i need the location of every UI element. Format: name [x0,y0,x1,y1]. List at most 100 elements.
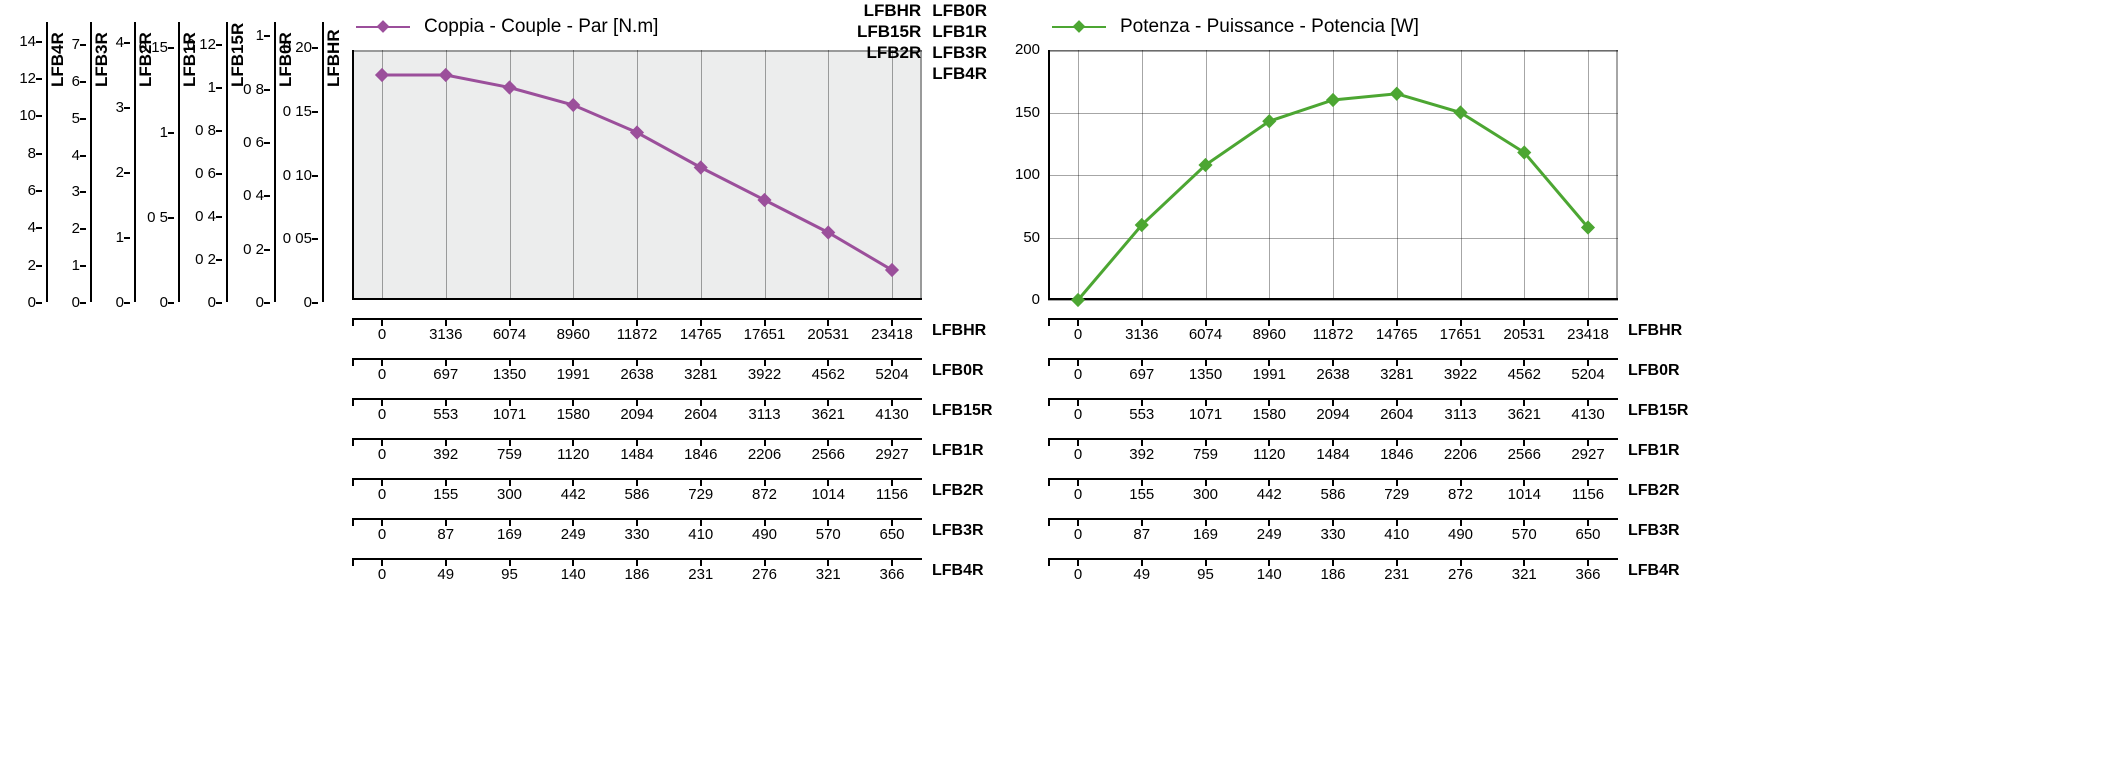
tick-label: 2 [72,220,80,237]
x-tick-value: 1156 [876,486,908,503]
x-tick-value: 759 [1193,446,1218,463]
chart-plot-area [352,50,922,300]
y-tick-label: 0 [992,291,1040,308]
x-axis-row-LFB2R: 015530044258672987210141156LFB2R [352,478,922,518]
x-tick-value: 1120 [557,446,589,463]
x-tick-value: 155 [1129,486,1154,503]
tick-label: 7 [72,36,80,53]
tick-label: 0 4 [243,187,264,204]
x-axis-row-LFB4R: 04995140186231276321366LFB4R [1048,558,1618,598]
x-tick-value: 0 [1074,446,1082,463]
x-tick-value: 410 [688,526,713,543]
x-tick-value: 3136 [429,326,462,343]
tick-label: 0 [208,294,216,311]
x-tick-value: 0 [1074,566,1082,583]
tick-label: 2 [116,164,124,181]
tick-label: 1 [72,257,80,274]
x-tick-value: 330 [624,526,649,543]
x-tick-value: 3113 [748,406,780,423]
x-row-label: LFB0R [932,362,984,380]
x-tick-value: 697 [1129,366,1154,383]
x-row-label: LFB2R [1628,482,1680,500]
tick-label: 0 6 [195,165,216,182]
x-axis-row-LFB1R: 0392759112014841846220625662927LFB1R [352,438,922,478]
x-tick-value: 87 [437,526,454,543]
tick-label: 0 [28,294,36,311]
tick-label: 3 [72,183,80,200]
x-tick-value: 276 [752,566,777,583]
y-axis-LFB2R: LFB2R01234 [96,22,132,302]
x-tick-value: 872 [752,486,777,503]
y-axis-LFBHR: LFBHR00 050 100 150 20 [284,22,320,302]
x-tick-value: 330 [1320,526,1345,543]
x-row-label: LFB1R [1628,442,1680,460]
x-tick-value: 2206 [1444,446,1477,463]
x-tick-value: 95 [1197,566,1214,583]
x-tick-value: 169 [497,526,522,543]
x-tick-value: 20531 [1503,326,1545,343]
x-tick-value: 3621 [812,406,845,423]
tick-label: 0 4 [195,208,216,225]
x-tick-value: 570 [1512,526,1537,543]
tick-label: 0 2 [195,251,216,268]
tick-label: 2 [28,257,36,274]
x-tick-value: 186 [1320,566,1345,583]
x-tick-value: 20531 [807,326,849,343]
x-tick-value: 759 [497,446,522,463]
tick-label: 4 [72,147,80,164]
tick-label: 1 [256,27,264,44]
x-row-label: LFB4R [932,562,984,580]
y-axis-LFB1R: LFB1R00 510 15 [140,22,176,302]
x-tick-value: 186 [624,566,649,583]
x-tick-value: 442 [1257,486,1282,503]
x-row-label: LFB0R [1628,362,1680,380]
power-yaxis-labels: LFBHRLFB0RLFB15RLFB1RLFB2RLFB3RLFB4R [856,0,988,84]
x-tick-value: 0 [1074,526,1082,543]
x-tick-value: 2094 [620,406,653,423]
x-tick-value: 1350 [493,366,526,383]
x-tick-value: 11872 [1313,326,1354,343]
x-tick-value: 14765 [680,326,722,343]
x-tick-value: 0 [378,446,386,463]
y-axis-title: LFBHR [324,17,344,87]
x-tick-value: 3281 [1380,366,1413,383]
x-tick-value: 4562 [1508,366,1541,383]
x-tick-value: 1071 [1189,406,1222,423]
tick-label: 10 [19,107,36,124]
x-axis-row-LFB15R: 05531071158020942604311336214130LFB15R [352,398,922,438]
tick-label: 0 8 [195,122,216,139]
tick-label: 0 15 [283,103,312,120]
x-tick-value: 2566 [812,446,845,463]
x-tick-value: 1484 [620,446,653,463]
x-tick-value: 3136 [1125,326,1158,343]
x-tick-value: 1580 [557,406,590,423]
x-tick-value: 570 [816,526,841,543]
tick-label: 3 [116,99,124,116]
x-tick-value: 6074 [1189,326,1222,343]
x-row-label: LFB3R [1628,522,1680,540]
x-axis-row-LFB0R: 06971350199126383281392245625204LFB0R [1048,358,1618,398]
x-row-label: LFB1R [932,442,984,460]
x-tick-value: 1991 [1253,366,1286,383]
y-axis-LFB0R: LFB0R00 20 40 60 81 [236,22,272,302]
x-tick-value: 3922 [748,366,781,383]
x-row-label: LFB15R [932,402,992,420]
legend-label: Coppia - Couple - Par [N.m] [424,16,658,38]
x-tick-value: 6074 [493,326,526,343]
legend-power: Potenza - Puissance - Potencia [W] [1052,16,1419,38]
x-tick-value: 276 [1448,566,1473,583]
x-tick-value: 650 [1575,526,1600,543]
x-axis-row-LFBHR: 03136607489601187214765176512053123418LF… [352,318,922,358]
x-tick-value: 4130 [1571,406,1604,423]
x-tick-value: 3922 [1444,366,1477,383]
x-tick-value: 553 [433,406,458,423]
x-tick-value: 442 [561,486,586,503]
x-tick-value: 3621 [1508,406,1541,423]
x-tick-value: 2927 [875,446,908,463]
x-tick-value: 1014 [1508,486,1541,503]
x-tick-value: 95 [501,566,518,583]
tick-label: 0 8 [243,81,264,98]
x-row-label: LFB3R [932,522,984,540]
x-tick-value: 17651 [1440,326,1482,343]
tick-label: 0 12 [187,36,216,53]
